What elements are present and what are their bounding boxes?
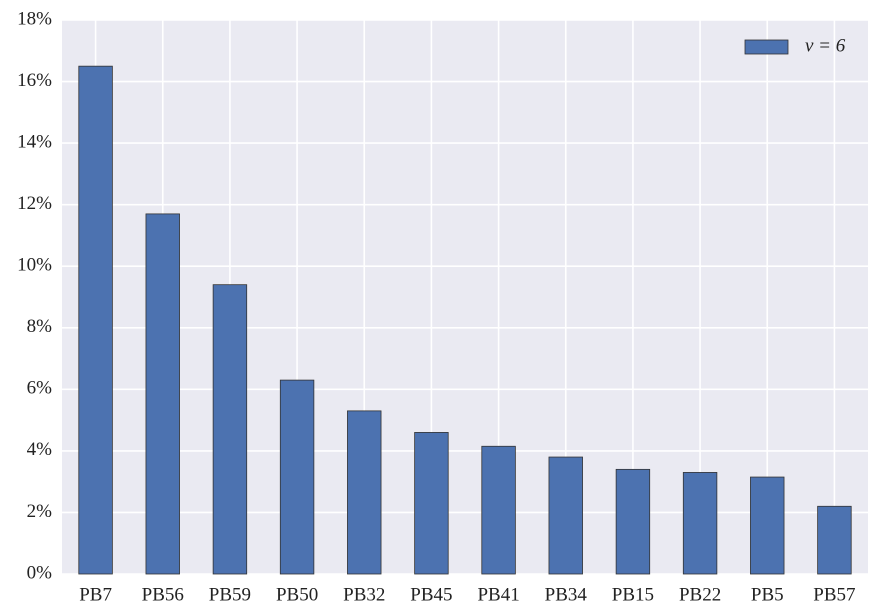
- y-tick-label: 16%: [17, 70, 52, 91]
- legend-label: ν = 6: [805, 35, 846, 56]
- y-tick-label: 0%: [27, 562, 53, 583]
- bar: [817, 505, 852, 575]
- x-tick-label: PB50: [276, 584, 318, 605]
- x-tick-label: PB32: [343, 584, 385, 605]
- y-tick-label: 4%: [27, 439, 53, 460]
- bar: [750, 476, 785, 575]
- bar: [212, 284, 248, 575]
- x-tick-label: PB15: [612, 584, 654, 605]
- y-tick-label: 12%: [17, 193, 52, 214]
- plot-area: [62, 20, 868, 574]
- bar: [414, 432, 449, 575]
- y-tick-label: 6%: [27, 378, 53, 399]
- y-tick-label: 10%: [17, 255, 52, 276]
- bar: [347, 410, 382, 575]
- bar: [682, 472, 718, 575]
- x-tick-label: PB41: [477, 584, 519, 605]
- y-tick-label: 8%: [27, 316, 53, 337]
- x-tick-label: PB7: [79, 584, 112, 605]
- x-tick-label: PB59: [209, 584, 251, 605]
- x-tick-label: PB56: [142, 584, 184, 605]
- legend-swatch: [744, 39, 789, 55]
- x-tick-label: PB5: [751, 584, 784, 605]
- bar: [279, 379, 315, 575]
- bar: [481, 445, 516, 575]
- y-tick-label: 14%: [17, 131, 52, 152]
- x-tick-label: PB22: [679, 584, 721, 605]
- x-tick-label: PB45: [410, 584, 452, 605]
- bar: [78, 65, 113, 575]
- x-tick-label: PB57: [813, 584, 855, 605]
- y-tick-label: 2%: [27, 501, 53, 522]
- y-tick-label: 18%: [17, 8, 52, 29]
- bar: [615, 468, 651, 575]
- bar: [145, 213, 180, 575]
- bar: [548, 456, 583, 575]
- x-tick-label: PB34: [545, 584, 588, 605]
